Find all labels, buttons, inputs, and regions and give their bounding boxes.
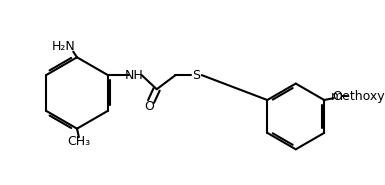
Text: methoxy: methoxy: [331, 90, 385, 103]
Text: H₂N: H₂N: [52, 40, 76, 53]
Text: NH: NH: [125, 69, 144, 82]
Text: O: O: [332, 90, 342, 103]
Text: O: O: [144, 100, 154, 113]
Text: CH₃: CH₃: [67, 135, 90, 148]
Text: S: S: [192, 69, 200, 82]
